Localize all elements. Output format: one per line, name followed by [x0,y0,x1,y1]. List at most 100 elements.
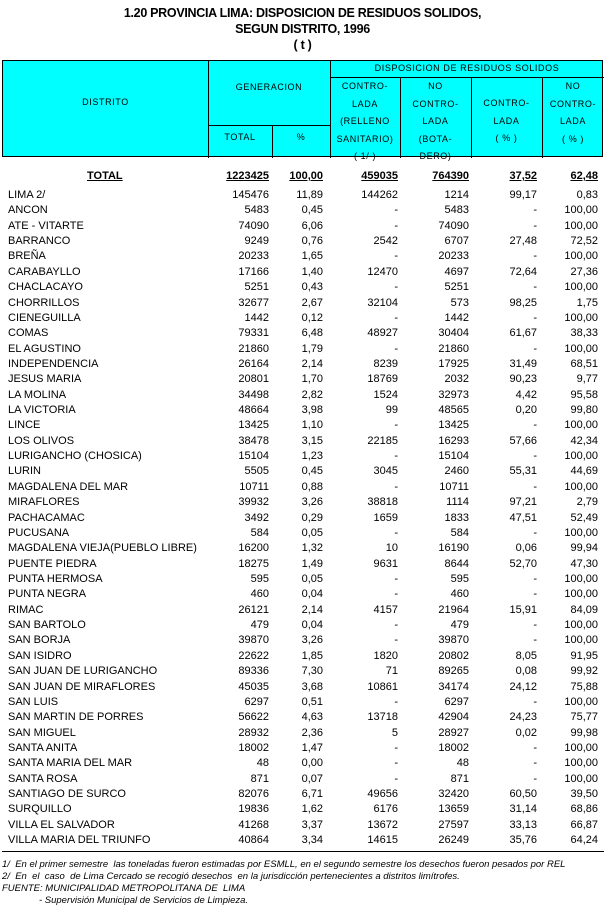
distrito-cell: TOTAL [87,170,123,182]
pct-cell: 1,85 [301,649,323,662]
no-controlada-pct-cell: 68,86 [570,803,598,816]
no-controlada-cell: 573 [450,296,469,309]
pct-cell: 2,67 [301,296,323,309]
header-generacion: GENERACION [208,79,330,97]
no-controlada-cell: 6707 [444,235,469,248]
controlada-pct-cell: - [533,634,537,647]
header-controlada-pct-line: ( % ) [495,133,518,143]
pct-cell: 0,51 [301,695,323,708]
controlada-cell: - [394,741,398,754]
no-controlada-pct-cell: 100,00 [564,634,598,647]
no-controlada-cell: 89265 [438,665,469,678]
pct-cell: 4,63 [301,711,323,724]
distrito-cell: PUNTA NEGRA [8,588,87,601]
pct-cell: 3,68 [301,680,323,693]
no-controlada-cell: 30404 [438,327,469,340]
controlada-pct-cell: 8,05 [515,649,537,662]
no-controlada-pct-cell: 39,50 [570,788,598,801]
controlada-cell: - [394,419,398,432]
header-controlada-pct-line: LADA [493,115,520,126]
distrito-cell: CIENEGUILLA [8,311,81,324]
controlada-cell: 13718 [367,711,398,724]
distrito-cell: LA VICTORIA [8,404,76,417]
no-controlada-cell: 16293 [438,434,469,447]
controlada-pct-cell: 31,49 [509,357,537,370]
distrito-cell: SAN MIGUEL [8,726,76,739]
pct-cell: 6,71 [301,788,323,801]
no-controlada-pct-cell: 100,00 [564,588,598,601]
no-controlada-cell: 8644 [444,557,469,570]
controlada-cell: 4157 [373,603,398,616]
distrito-cell: LURIN [8,465,42,478]
no-controlada-cell: 21964 [438,603,469,616]
pct-cell: 0,29 [301,511,323,524]
distrito-cell: SANTA ANITA [8,741,78,754]
header-distrito: DISTRITO [3,94,208,112]
controlada-cell: - [394,573,398,585]
controlada-pct-cell: - [533,219,537,232]
no-controlada-pct-cell: 42,34 [570,434,598,447]
header-pct-line: % [296,132,306,142]
header-controlada-line: SANITARIO) [336,133,394,144]
no-controlada-pct-cell: 47,30 [570,557,598,570]
distrito-cell: LINCE [8,419,41,432]
distrito-cell: PUCUSANA [8,526,70,539]
header-total: TOTAL [208,129,272,147]
total-cell: 16200 [238,542,269,555]
header-no-controlada-pct-line: ( % ) [562,133,584,144]
pct-cell: 2,14 [301,603,323,616]
pct-cell: 0,05 [301,573,323,585]
total-cell: 6297 [244,695,269,708]
controlada-pct-cell: - [533,757,537,770]
controlada-cell: - [394,204,398,217]
controlada-cell: - [394,311,398,324]
controlada-cell: 5 [391,726,398,739]
distrito-cell: PUENTE PIEDRA [8,557,97,570]
header-controlada-line: ( 1/ ) [353,151,377,161]
controlada-cell: 1820 [373,649,398,662]
no-controlada-cell: 2460 [444,465,469,478]
no-controlada-cell: 460 [450,588,469,601]
controlada-cell: 2542 [373,235,398,248]
pct-cell: 0,00 [301,757,323,770]
pct-cell: 0,04 [301,619,323,632]
no-controlada-pct-cell: 62,48 [570,170,598,182]
total-cell: 48 [256,757,269,770]
total-cell: 17166 [238,265,269,278]
no-controlada-pct-cell: 84,09 [570,603,598,616]
no-controlada-pct-cell: 95,58 [570,388,598,401]
controlada-pct-cell: 52,70 [509,557,537,570]
pct-cell: 3,26 [301,496,323,509]
controlada-pct-cell: 97,21 [509,496,537,509]
controlada-pct-cell: 15,91 [509,603,537,616]
total-cell: 32677 [238,296,269,309]
total-cell: 460 [250,588,269,601]
no-controlada-cell: 20233 [438,250,469,263]
controlada-cell: - [394,219,398,232]
no-controlada-pct-cell: 72,52 [570,235,598,248]
table-subtitle: SEGUN DISTRITO, 1996 [235,22,370,36]
pct-cell: 100,00 [289,170,323,182]
no-controlada-cell: 6297 [444,695,469,708]
no-controlada-cell: 32420 [438,788,469,801]
controlada-pct-cell: - [533,741,537,754]
controlada-cell: - [394,250,398,263]
table-header: DISTRITO GENERACION TOTAL% DISPOSICION DE R… [2,60,604,161]
total-cell: 26164 [238,357,269,370]
header-controlada-line: CONTRO- [341,81,389,91]
no-controlada-cell: 871 [450,772,469,785]
header-divider [542,77,543,158]
controlada-pct-cell: 55,31 [509,465,537,478]
controlada-pct-cell: 60,50 [509,788,537,801]
no-controlada-pct-cell: 2,79 [576,496,598,509]
distrito-cell: LOS OLIVOS [8,434,75,447]
total-cell: 56622 [238,711,269,724]
no-controlada-cell: 27597 [438,818,469,831]
total-cell: 145476 [232,189,269,201]
pct-cell: 0,45 [301,204,323,217]
distrito-cell: COMAS [8,327,49,340]
total-cell: 89336 [238,665,269,678]
pct-cell: 1,10 [301,419,323,432]
total-cell: 40864 [238,834,269,847]
controlada-cell: - [394,342,398,355]
